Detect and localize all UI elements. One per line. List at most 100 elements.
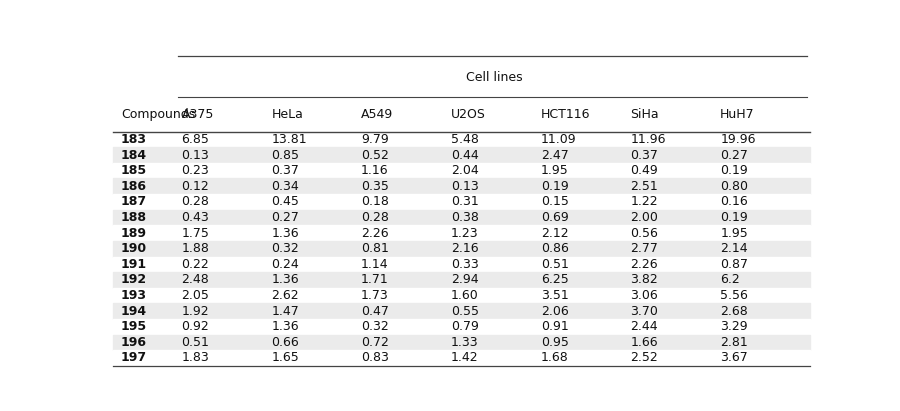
Text: 6.2: 6.2 xyxy=(720,273,740,286)
Text: 1.36: 1.36 xyxy=(271,320,299,333)
Text: 2.77: 2.77 xyxy=(630,242,658,255)
Text: 2.00: 2.00 xyxy=(630,211,658,224)
Text: 185: 185 xyxy=(121,164,147,177)
Text: 189: 189 xyxy=(121,226,147,240)
Text: 0.91: 0.91 xyxy=(541,320,569,333)
Text: 0.52: 0.52 xyxy=(361,148,389,162)
Text: 0.18: 0.18 xyxy=(361,195,389,208)
Text: 0.80: 0.80 xyxy=(720,180,748,193)
Text: 2.48: 2.48 xyxy=(182,273,210,286)
Bar xyxy=(112,256,810,272)
Text: 13.81: 13.81 xyxy=(271,133,307,146)
Text: 3.51: 3.51 xyxy=(541,289,569,302)
Text: A375: A375 xyxy=(182,108,214,121)
Text: 0.35: 0.35 xyxy=(361,180,389,193)
Text: 1.60: 1.60 xyxy=(451,289,479,302)
Text: 11.96: 11.96 xyxy=(630,133,666,146)
Text: 0.16: 0.16 xyxy=(720,195,748,208)
Text: 194: 194 xyxy=(121,305,147,318)
Text: 3.82: 3.82 xyxy=(630,273,658,286)
Text: 2.47: 2.47 xyxy=(541,148,569,162)
Text: 2.04: 2.04 xyxy=(451,164,479,177)
Text: 2.44: 2.44 xyxy=(630,320,658,333)
Text: 0.79: 0.79 xyxy=(451,320,479,333)
Text: 0.28: 0.28 xyxy=(182,195,210,208)
Bar xyxy=(112,210,810,225)
Bar xyxy=(112,319,810,335)
Bar xyxy=(112,272,810,288)
Text: 6.25: 6.25 xyxy=(541,273,569,286)
Text: 0.69: 0.69 xyxy=(541,211,569,224)
Text: 0.19: 0.19 xyxy=(720,211,748,224)
Text: 0.37: 0.37 xyxy=(630,148,658,162)
Text: 187: 187 xyxy=(121,195,147,208)
Text: 2.14: 2.14 xyxy=(720,242,748,255)
Text: 3.29: 3.29 xyxy=(720,320,748,333)
Text: 183: 183 xyxy=(121,133,147,146)
Text: 0.95: 0.95 xyxy=(541,336,569,349)
Text: 196: 196 xyxy=(121,336,147,349)
Text: 190: 190 xyxy=(121,242,147,255)
Bar xyxy=(112,55,810,132)
Text: A549: A549 xyxy=(361,108,393,121)
Bar xyxy=(112,241,810,256)
Text: 1.83: 1.83 xyxy=(182,351,210,365)
Text: 5.56: 5.56 xyxy=(720,289,748,302)
Text: 1.23: 1.23 xyxy=(451,226,479,240)
Text: 193: 193 xyxy=(121,289,147,302)
Text: 0.15: 0.15 xyxy=(541,195,569,208)
Text: 2.16: 2.16 xyxy=(451,242,479,255)
Text: 0.12: 0.12 xyxy=(182,180,210,193)
Text: 2.62: 2.62 xyxy=(271,289,299,302)
Text: 2.12: 2.12 xyxy=(541,226,568,240)
Text: Cell lines: Cell lines xyxy=(465,71,522,83)
Text: 1.75: 1.75 xyxy=(182,226,210,240)
Text: 2.26: 2.26 xyxy=(361,226,389,240)
Text: 2.94: 2.94 xyxy=(451,273,479,286)
Bar xyxy=(112,163,810,178)
Text: 6.85: 6.85 xyxy=(182,133,210,146)
Text: 1.16: 1.16 xyxy=(361,164,389,177)
Text: 1.14: 1.14 xyxy=(361,258,389,271)
Text: 9.79: 9.79 xyxy=(361,133,389,146)
Text: 0.87: 0.87 xyxy=(720,258,748,271)
Text: 0.13: 0.13 xyxy=(451,180,479,193)
Text: 0.27: 0.27 xyxy=(271,211,299,224)
Text: 0.45: 0.45 xyxy=(271,195,299,208)
Text: 191: 191 xyxy=(121,258,147,271)
Text: 1.71: 1.71 xyxy=(361,273,389,286)
Text: 1.22: 1.22 xyxy=(630,195,658,208)
Bar xyxy=(112,303,810,319)
Text: 0.24: 0.24 xyxy=(271,258,299,271)
Text: 184: 184 xyxy=(121,148,147,162)
Text: 3.67: 3.67 xyxy=(720,351,748,365)
Text: 1.88: 1.88 xyxy=(182,242,210,255)
Text: 2.05: 2.05 xyxy=(182,289,210,302)
Text: 0.85: 0.85 xyxy=(271,148,300,162)
Bar xyxy=(112,288,810,303)
Text: 2.68: 2.68 xyxy=(720,305,748,318)
Text: 2.51: 2.51 xyxy=(630,180,658,193)
Text: 3.70: 3.70 xyxy=(630,305,658,318)
Text: 0.44: 0.44 xyxy=(451,148,479,162)
Text: 0.34: 0.34 xyxy=(271,180,299,193)
Text: 0.92: 0.92 xyxy=(182,320,210,333)
Text: 1.36: 1.36 xyxy=(271,226,299,240)
Text: 1.33: 1.33 xyxy=(451,336,479,349)
Text: HuH7: HuH7 xyxy=(720,108,755,121)
Text: 0.13: 0.13 xyxy=(182,148,210,162)
Text: 2.26: 2.26 xyxy=(630,258,658,271)
Text: 1.36: 1.36 xyxy=(271,273,299,286)
Text: 0.66: 0.66 xyxy=(271,336,299,349)
Bar xyxy=(112,225,810,241)
Text: 0.86: 0.86 xyxy=(541,242,569,255)
Text: 0.51: 0.51 xyxy=(182,336,210,349)
Text: 192: 192 xyxy=(121,273,147,286)
Text: 0.81: 0.81 xyxy=(361,242,389,255)
Bar xyxy=(112,194,810,210)
Bar xyxy=(112,350,810,366)
Bar xyxy=(112,335,810,350)
Text: 1.95: 1.95 xyxy=(720,226,748,240)
Bar xyxy=(112,147,810,163)
Text: 0.56: 0.56 xyxy=(630,226,658,240)
